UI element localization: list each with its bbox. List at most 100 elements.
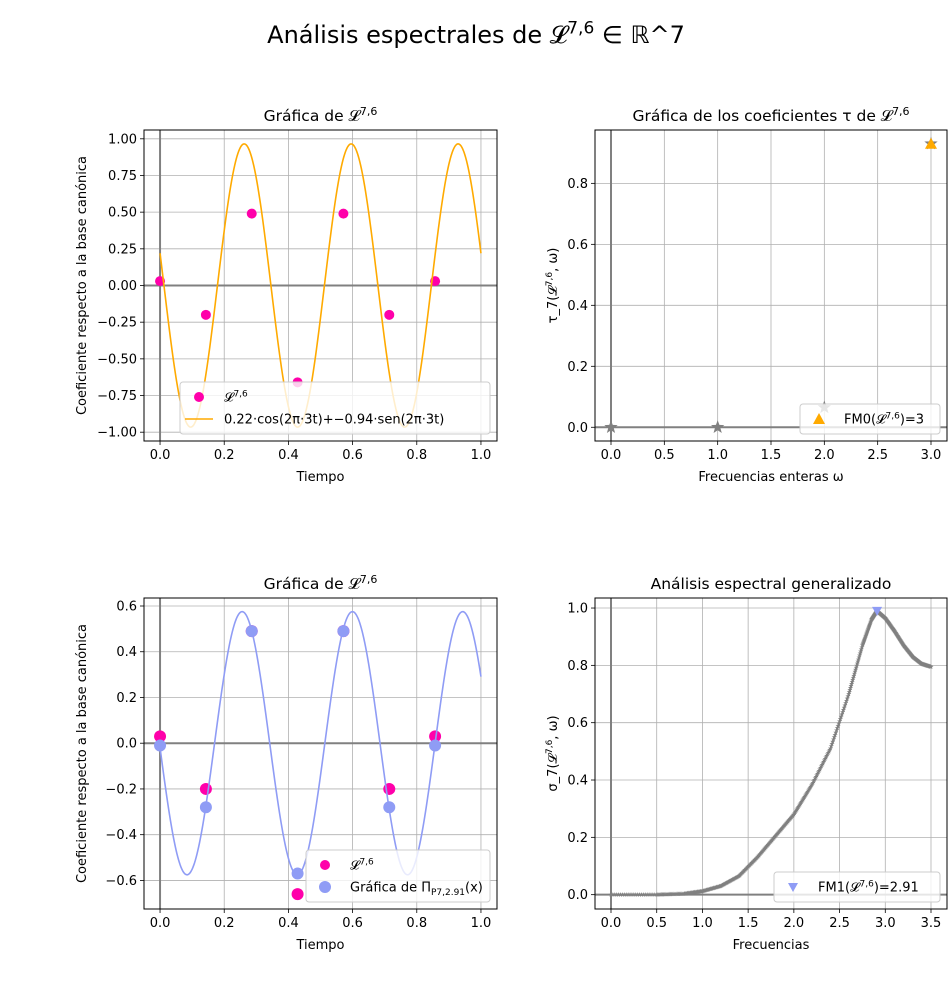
y-tick-label: −0.75 [97, 389, 137, 404]
spectrum-star-marker [627, 892, 633, 897]
spectrum-star-marker [828, 743, 834, 749]
spectrum-star-marker [855, 658, 861, 664]
spectrum-star-marker [848, 683, 854, 689]
x-tick-label: 2.5 [867, 448, 888, 463]
x-tick-label: 1.5 [738, 916, 759, 931]
x-tick-label: 0.2 [214, 448, 235, 463]
spectrum-star-marker [836, 720, 842, 726]
y-tick-label: 0.75 [108, 169, 137, 184]
fm1-marker [872, 606, 883, 616]
legend: FM1(𝓛7,6)=2.91 [773, 871, 941, 903]
spectrum-star-marker [849, 681, 855, 686]
y-tick-label: 0.6 [567, 716, 588, 731]
x-tick-label: 0.6 [342, 448, 363, 463]
spectrum-star-marker [843, 700, 849, 706]
x-tick-label: 0.0 [150, 916, 171, 931]
y-tick-label: 0.4 [116, 645, 137, 660]
spectrum-star-marker [842, 702, 848, 708]
spectrum-star-marker [850, 677, 856, 682]
x-tick-label: 0.5 [646, 916, 667, 931]
spectrum-star-marker [858, 646, 864, 652]
spectrum-star-marker [846, 689, 852, 695]
y-tick-label: 0.8 [567, 177, 588, 192]
x-tick-label: 1.0 [471, 916, 492, 931]
spectrum-star-marker [847, 685, 853, 691]
x-tick-label: 0.0 [150, 448, 171, 463]
spectrum-star-marker [847, 687, 853, 693]
tau-star-marker [604, 420, 618, 433]
y-tick-label: 0.4 [567, 774, 588, 789]
spectrum-star-marker [639, 892, 644, 897]
axes-frame [143, 129, 498, 442]
spectrum-star-marker [852, 669, 858, 674]
spectrum-star-marker [857, 650, 863, 656]
x-tick-label: 0.0 [601, 448, 622, 463]
x-tick-label: 2.0 [814, 448, 835, 463]
chart-p3: 0.0 0.2 0.4 0.6 0.8 1.0 −0.6 −0.4 −0.2 0.0 0.2 0.4 0… [75, 573, 498, 953]
data-point [199, 782, 212, 795]
figure-title: Análisis espectrales de 𝓛7,6 ∈ ℝ^7 [267, 18, 685, 49]
spectrum-star-marker [839, 711, 845, 717]
x-tick-label: 0.4 [278, 916, 299, 931]
y-tick-label: −0.2 [105, 782, 137, 797]
chart-title: Gráfica de 𝓛7,6 [264, 105, 378, 125]
spectrum-star-marker [652, 892, 658, 897]
spectrum-star-marker [642, 892, 648, 897]
x-tick-label: 2.0 [784, 916, 805, 931]
y-axis-label: τ_7(𝓛7,6, ω) [545, 248, 561, 324]
chart-title: Análisis espectral generalizado [651, 575, 892, 593]
spectrum-star-marker [834, 727, 839, 733]
x-tick-label: 1.5 [761, 448, 782, 463]
data-point [384, 309, 395, 320]
spectrum-star-marker [851, 673, 857, 678]
plot-area [608, 606, 934, 897]
axes-frame [594, 597, 948, 910]
spectrum-star-marker [619, 892, 625, 897]
fm0-marker [925, 137, 937, 149]
spectrum-star-marker [838, 714, 844, 719]
x-axis-label: Frecuencias enteras ω [698, 470, 843, 485]
spectrum-star-marker [829, 741, 835, 747]
y-tick-label: 1.00 [108, 132, 137, 147]
x-tick-label: 0.8 [406, 916, 427, 931]
legend: 𝓛7,6 Gráfica de ΠP7,2.91(x) [305, 849, 491, 903]
spectrum-star-marker [635, 892, 641, 897]
spectrum-star-marker [855, 656, 861, 662]
spectrum-star-marker [843, 698, 849, 703]
spectrum-star-marker [854, 663, 860, 668]
spectrum-star-marker [827, 745, 833, 751]
x-tick-label: 3.0 [921, 448, 942, 463]
spectrum-star-marker [640, 892, 646, 897]
spectrum-star-marker [832, 732, 838, 737]
spectrum-star-marker [858, 648, 864, 654]
legend-marker-swatch [319, 881, 331, 893]
legend-label: FM1(𝓛7,6)=2.91 [818, 879, 919, 895]
y-tick-label: −0.6 [105, 874, 137, 889]
data-point [291, 888, 304, 901]
y-tick-label: −0.50 [97, 352, 137, 367]
x-tick-label: 3.0 [875, 916, 896, 931]
y-tick-label: 0.0 [567, 421, 588, 436]
y-tick-label: 0.0 [567, 888, 588, 903]
spectrum-star-marker [650, 892, 656, 897]
x-tick-label: 1.0 [471, 448, 492, 463]
y-tick-label: 0.25 [108, 242, 137, 257]
y-axis-label: Coeficiente respecto a la base canónica [75, 624, 90, 883]
x-tick-label: 1.0 [692, 916, 713, 931]
legend-box [179, 381, 491, 435]
spectrum-star-marker [623, 892, 629, 897]
x-axis-label: Tiempo [295, 938, 344, 953]
x-tick-label: 0.8 [406, 448, 427, 463]
spectrum-star-marker [621, 892, 627, 897]
spectrum-star-marker [856, 654, 862, 660]
y-tick-label: 0.8 [567, 659, 588, 674]
x-axis-label: Tiempo [295, 470, 344, 485]
y-tick-label: 1.0 [567, 602, 588, 617]
spectrum-star-marker [610, 892, 616, 897]
legend-triangle-swatch [813, 413, 825, 424]
axes-frame [143, 597, 498, 910]
x-tick-label: 0.4 [278, 448, 299, 463]
spectrum-star-marker [837, 716, 843, 722]
spectrum-star-marker [831, 734, 837, 740]
spectrum-star-marker [629, 892, 635, 897]
